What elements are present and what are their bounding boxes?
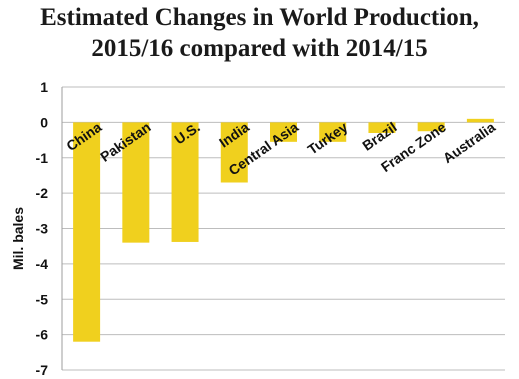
y-tick-label: -7 [36,362,49,378]
bar-india [220,122,248,183]
bar-china [73,122,101,342]
bar-brazil [368,122,396,133]
bar-pakistan [122,122,150,243]
chart-title-line-1: Estimated Changes in World Production, [40,4,479,31]
y-tick-label: 0 [40,114,48,130]
category-label: Australia [440,119,498,167]
y-tick-label: -5 [36,291,49,307]
bar-australia [466,118,494,123]
chart-title: Estimated Changes in World Production, 2… [0,2,519,64]
y-axis-title: Mil. bales [10,207,26,270]
y-tick-label: -3 [36,221,49,237]
chart-title-line-2: 2015/16 compared with 2014/15 [91,35,428,62]
bar-turkey [319,122,347,142]
y-tick-label: -1 [36,150,49,166]
bar-u-s- [171,122,199,242]
y-tick-label: -4 [36,256,49,272]
y-tick-label: 1 [40,79,48,95]
bar-central-asia [270,122,297,142]
y-tick-label: -2 [36,185,49,201]
y-tick-label: -6 [36,327,49,343]
bar-franc-zone [417,122,445,132]
